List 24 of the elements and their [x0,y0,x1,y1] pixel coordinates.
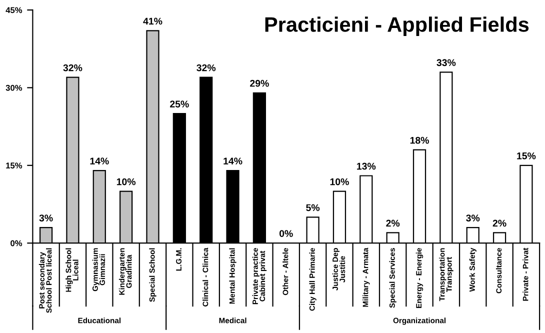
data-label: 14% [224,158,242,164]
data-label: 18% [410,136,429,144]
data-label: 25% [170,100,189,108]
data-label: 10% [116,178,136,186]
data-label: 29% [250,80,269,87]
data-label: 13% [357,162,376,170]
data-label: 10% [330,178,349,186]
data-label: 15% [517,152,536,160]
data-label: 2% [386,220,400,227]
y-tick-label: 15% [6,162,22,168]
data-label: 41% [143,18,162,25]
data-label: 2% [492,220,506,227]
data-label: 5% [306,204,320,212]
data-label: 33% [436,59,456,66]
y-tick-label: 30% [6,84,22,91]
data-label: 14% [90,158,109,164]
y-tick-label: 0% [10,240,22,246]
data-label: 32% [63,64,82,72]
data-label: 3% [466,214,480,222]
y-tick-label: 45% [6,7,22,14]
data-label: 0% [279,230,293,237]
chart-title: Practicieni - Applied Fields [265,16,529,36]
data-label: 32% [196,64,216,72]
data-label: 3% [39,214,53,222]
